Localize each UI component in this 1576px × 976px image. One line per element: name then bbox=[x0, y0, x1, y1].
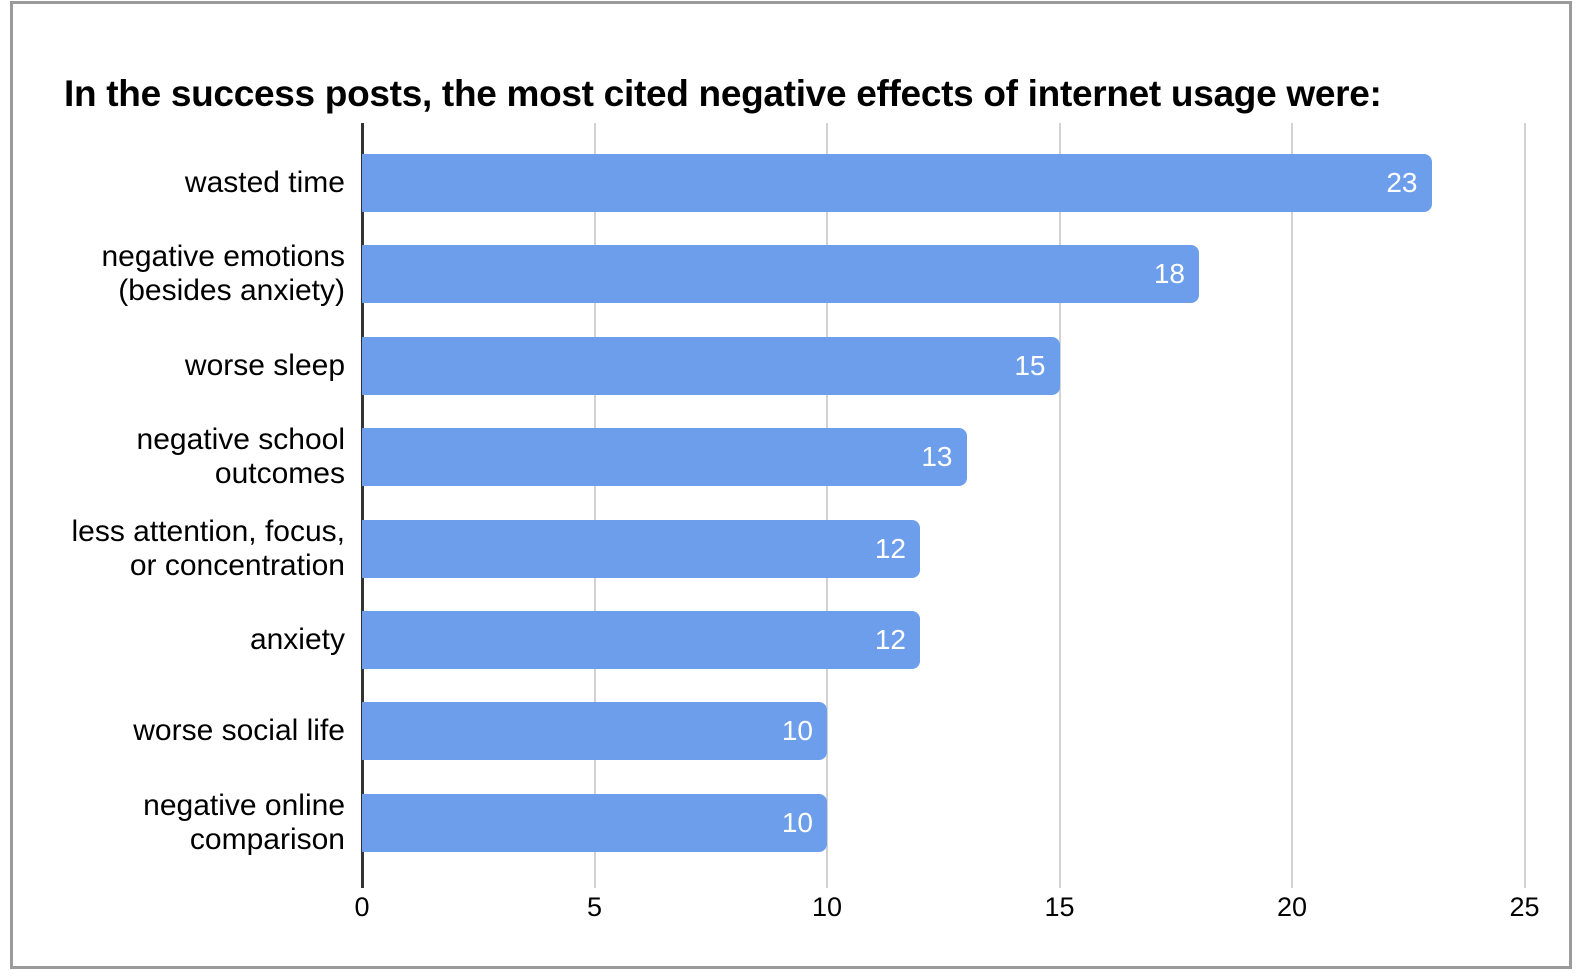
bar-value-label: 18 bbox=[1153, 258, 1185, 290]
gridline-10 bbox=[826, 123, 828, 888]
bar-value-label: 15 bbox=[1014, 349, 1046, 381]
category-label: anxiety bbox=[249, 623, 345, 656]
category-label: negative online comparison bbox=[143, 788, 345, 856]
bar: 12 bbox=[362, 611, 920, 669]
bar: 23 bbox=[362, 154, 1432, 212]
bar: 13 bbox=[362, 428, 967, 487]
bar: 10 bbox=[362, 793, 827, 852]
bar: 12 bbox=[362, 519, 920, 578]
category-label: negative school outcomes bbox=[136, 423, 345, 491]
category-label: negative emotions (besides anxiety) bbox=[101, 240, 346, 308]
x-tick-label: 0 bbox=[354, 892, 370, 922]
bar: 10 bbox=[362, 702, 827, 761]
y-axis-line bbox=[360, 123, 364, 888]
x-tick-label: 15 bbox=[1044, 892, 1075, 922]
category-label: less attention, focus, or concentration bbox=[71, 514, 346, 582]
bar: 18 bbox=[362, 245, 1199, 304]
bar-value-label: 12 bbox=[874, 532, 906, 564]
category-label: worse sleep bbox=[184, 348, 345, 382]
bar-value-label: 13 bbox=[921, 441, 953, 473]
bar-value-label: 12 bbox=[874, 624, 906, 655]
category-label: wasted time bbox=[184, 166, 345, 199]
x-tick-label: 20 bbox=[1276, 892, 1308, 922]
bar-value-label: 10 bbox=[781, 806, 813, 838]
gridline-5 bbox=[593, 123, 596, 888]
category-label: worse social life bbox=[133, 714, 345, 748]
chart-title: In the success posts, the most cited neg… bbox=[64, 72, 1382, 114]
gridline-20 bbox=[1291, 123, 1293, 888]
gridline-25 bbox=[1523, 123, 1526, 888]
x-tick-label: 25 bbox=[1509, 892, 1540, 922]
x-tick-label: 5 bbox=[586, 892, 603, 922]
x-tick-label: 10 bbox=[811, 892, 843, 922]
bar-value-label: 23 bbox=[1386, 167, 1418, 198]
bar-value-label: 10 bbox=[781, 715, 813, 747]
gridline-15 bbox=[1058, 123, 1061, 888]
bar: 15 bbox=[362, 336, 1060, 395]
